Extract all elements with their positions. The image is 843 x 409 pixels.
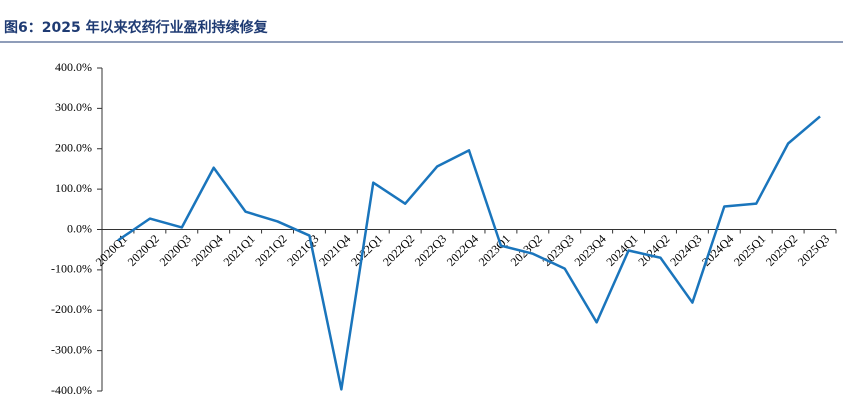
y-tick-label: -400.0% bbox=[51, 383, 92, 397]
x-tick-label: 2022Q2 bbox=[380, 232, 417, 269]
x-tick-label: 2021Q1 bbox=[220, 232, 257, 269]
x-tick-label: 2020Q2 bbox=[125, 232, 162, 269]
x-tick-label: 2020Q3 bbox=[157, 232, 194, 269]
y-tick-label: 300.0% bbox=[55, 100, 92, 114]
x-tick-label: 2022Q1 bbox=[348, 232, 385, 269]
x-tick-label: 2023Q1 bbox=[476, 232, 513, 269]
y-tick-label: -300.0% bbox=[51, 342, 92, 356]
x-tick-label: 2023Q4 bbox=[571, 232, 608, 269]
x-tick-label: 2023Q3 bbox=[540, 232, 577, 269]
y-tick-label: -200.0% bbox=[51, 302, 92, 316]
x-tick-label: 2025Q2 bbox=[763, 232, 800, 269]
x-tick-label: 2022Q4 bbox=[444, 232, 481, 269]
x-tick-label: 2023Q2 bbox=[508, 232, 545, 269]
x-tick-label: 2025Q1 bbox=[731, 232, 768, 269]
x-tick-label: 2021Q2 bbox=[252, 232, 289, 269]
line-series bbox=[117, 115, 821, 391]
chart-title: 图6：2025 年以来农药行业盈利持续修复 bbox=[4, 19, 269, 36]
x-tick-label: 2025Q3 bbox=[795, 232, 832, 269]
x-tick-label: 2022Q3 bbox=[412, 232, 449, 269]
y-tick-label: 200.0% bbox=[55, 141, 92, 155]
x-tick-label: 2024Q2 bbox=[635, 232, 672, 269]
x-tick-label: 2024Q3 bbox=[667, 232, 704, 269]
y-tick-label: -100.0% bbox=[51, 262, 92, 276]
y-tick-label: 400.0% bbox=[55, 60, 92, 74]
x-tick-label: 2021Q4 bbox=[316, 232, 353, 269]
x-tick-label: 2020Q4 bbox=[189, 232, 226, 269]
y-tick-label: 0.0% bbox=[67, 221, 92, 235]
y-tick-label: 100.0% bbox=[55, 181, 92, 195]
